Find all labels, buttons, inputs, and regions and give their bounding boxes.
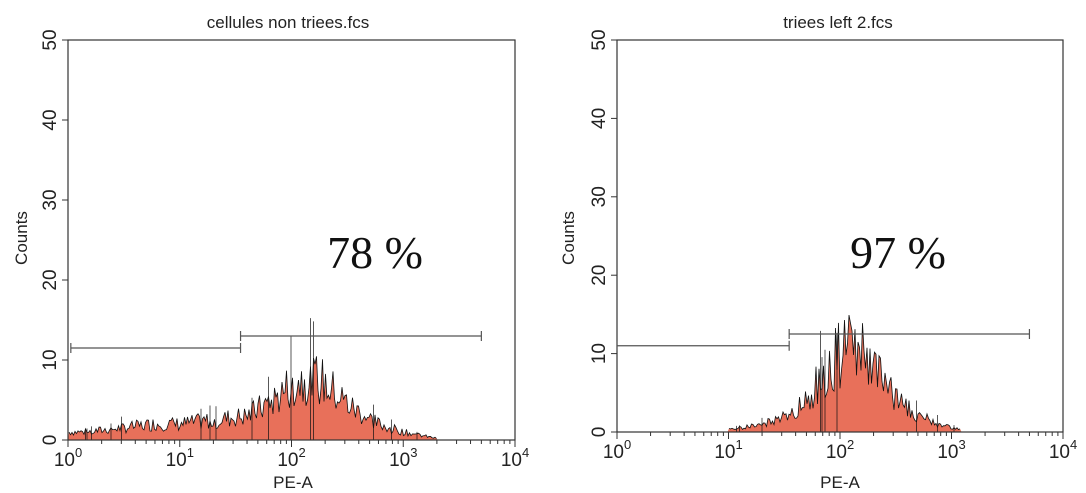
x-tick-label: 104 bbox=[501, 445, 529, 471]
panel-left: cellules non triees.fcs Counts PE-A 0102… bbox=[12, 13, 529, 492]
y-tick-label: 40 bbox=[40, 109, 61, 130]
percent-annotation: 97 % bbox=[850, 227, 946, 278]
y-axis-label: Counts bbox=[559, 211, 578, 265]
y-tick-label: 30 bbox=[589, 186, 610, 207]
y-ticks: 0 10 20 30 40 50 bbox=[589, 29, 617, 437]
y-tick-label: 10 bbox=[40, 349, 61, 370]
chart-title: triees left 2.fcs bbox=[783, 13, 893, 32]
histogram-outline bbox=[68, 356, 437, 439]
x-tick-label: 102 bbox=[277, 445, 305, 471]
histogram-outline bbox=[728, 314, 961, 431]
histogram bbox=[68, 318, 514, 440]
y-tick-label: 0 bbox=[589, 427, 610, 438]
plot-frame bbox=[616, 39, 1064, 433]
y-axis-label: Counts bbox=[12, 211, 31, 265]
y-tick-label: 50 bbox=[589, 29, 610, 50]
y-tick-label: 50 bbox=[40, 29, 61, 50]
y-ticks: 0 10 20 30 40 50 bbox=[40, 29, 68, 445]
x-tick-label: 103 bbox=[389, 445, 417, 471]
x-axis-label: PE-A bbox=[820, 473, 860, 492]
gates bbox=[616, 329, 1031, 351]
histogram bbox=[617, 314, 1062, 432]
x-tick-label: 101 bbox=[166, 445, 194, 471]
y-tick-label: 0 bbox=[40, 435, 61, 446]
panel-right: triees left 2.fcs Counts PE-A 0 10 20 30 40 5… bbox=[559, 13, 1077, 492]
gates bbox=[70, 331, 482, 353]
x-ticks: 100 101 102 103 104 bbox=[603, 432, 1077, 463]
y-tick-label: 20 bbox=[40, 269, 61, 290]
y-tick-label: 30 bbox=[40, 189, 61, 210]
y-tick-label: 10 bbox=[589, 343, 610, 364]
chart-title: cellules non triees.fcs bbox=[207, 13, 370, 32]
y-tick-label: 20 bbox=[589, 265, 610, 286]
plot-frame bbox=[67, 39, 516, 441]
x-tick-label: 104 bbox=[1049, 437, 1077, 463]
y-tick-label: 40 bbox=[589, 108, 610, 129]
x-tick-label: 100 bbox=[54, 445, 82, 471]
x-tick-label: 101 bbox=[714, 437, 742, 463]
x-tick-label: 102 bbox=[826, 437, 854, 463]
percent-annotation: 78 % bbox=[327, 227, 423, 278]
x-tick-label: 100 bbox=[603, 437, 631, 463]
x-ticks: 100 101 102 103 104 bbox=[54, 440, 529, 471]
x-axis-label: PE-A bbox=[273, 473, 313, 492]
x-tick-label: 103 bbox=[937, 437, 965, 463]
